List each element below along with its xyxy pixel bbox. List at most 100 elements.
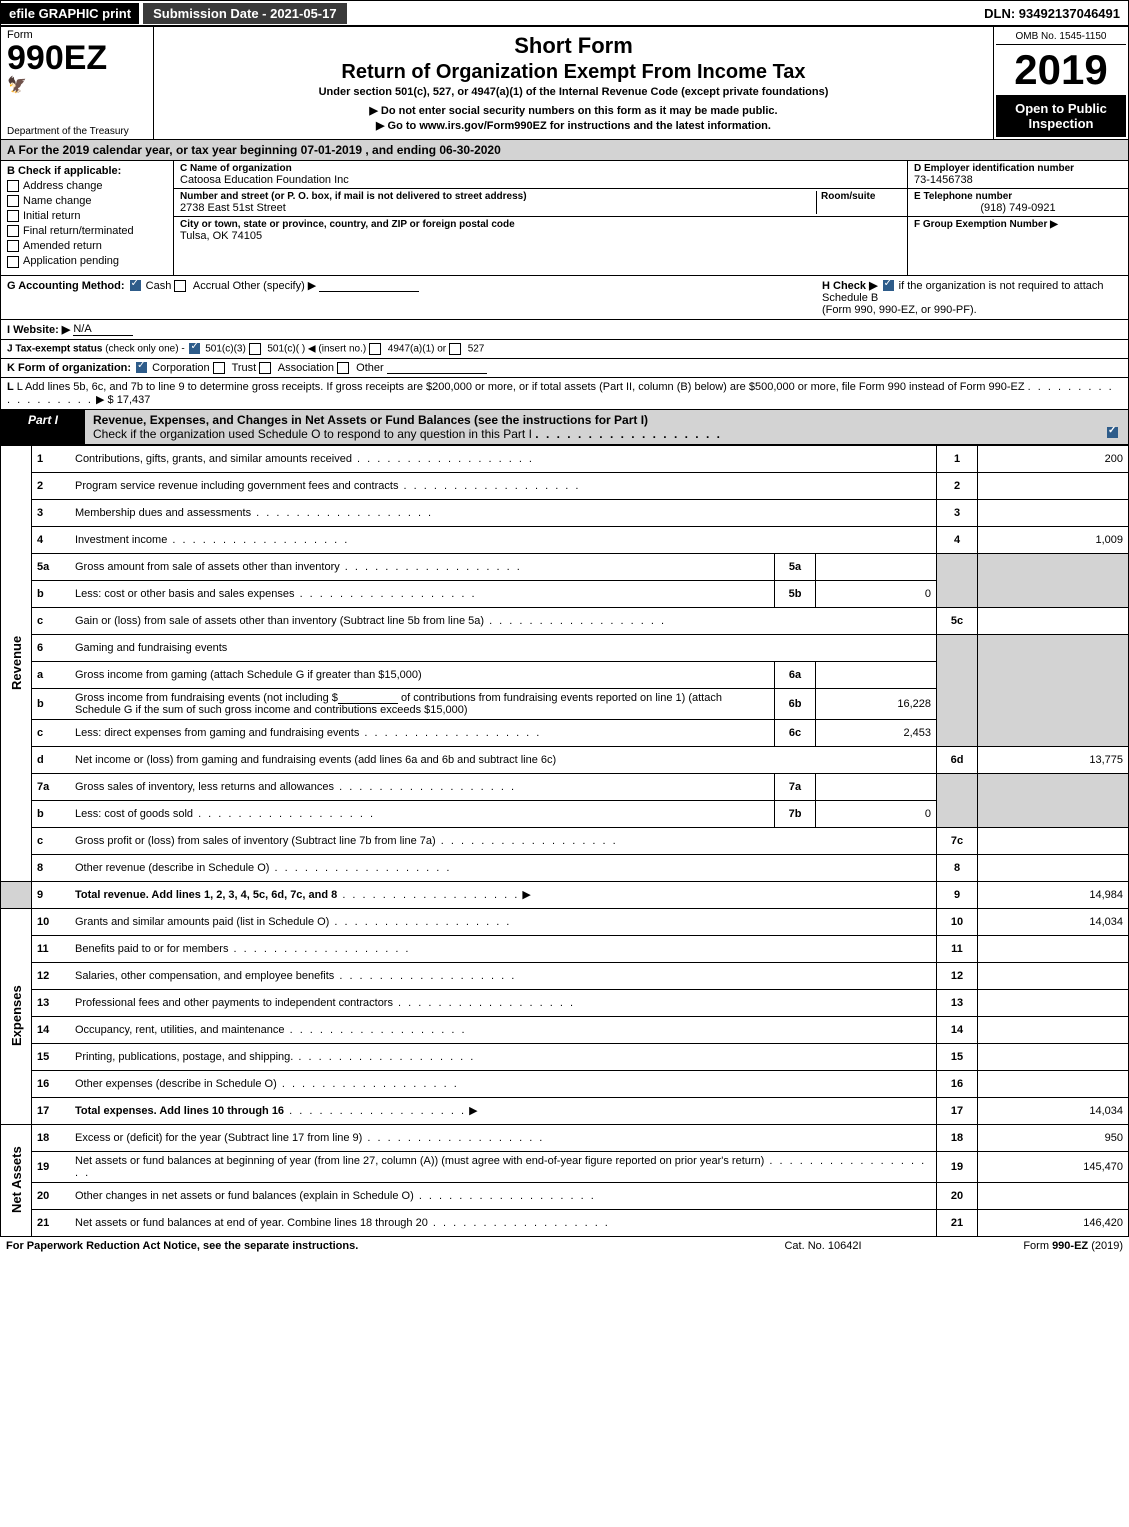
part1-label: Part I: [1, 410, 85, 444]
part1-title: Revenue, Expenses, and Changes in Net As…: [85, 410, 1128, 444]
room-label: Room/suite: [821, 191, 901, 202]
revenue-section-label: Revenue: [1, 445, 32, 881]
line1-value: 200: [978, 445, 1129, 472]
row-i: I Website: ▶ N/A: [0, 320, 1129, 340]
line3-value: [978, 499, 1129, 526]
tax-year: 2019: [996, 45, 1126, 95]
open-to-public: Open to Public Inspection: [996, 95, 1126, 137]
submission-date: Submission Date - 2021-05-17: [143, 3, 347, 24]
ein-label: D Employer identification number: [914, 163, 1122, 174]
org-column: C Name of organization Catoosa Education…: [174, 161, 908, 275]
dln-label: DLN: 93492137046491: [976, 3, 1128, 24]
dept-treasury: Department of the Treasury: [7, 126, 129, 137]
l-text: L Add lines 5b, 6c, and 7b to line 9 to …: [17, 381, 1025, 393]
h-label: H Check ▶: [822, 280, 878, 292]
check-address-change[interactable]: Address change: [7, 180, 167, 192]
expenses-section-label: Expenses: [1, 908, 32, 1124]
check-initial-return[interactable]: Initial return: [7, 210, 167, 222]
part1-header: Part I Revenue, Expenses, and Changes in…: [0, 410, 1129, 445]
line14-value: [978, 1016, 1129, 1043]
line18-value: 950: [978, 1124, 1129, 1151]
id-column: D Employer identification number 73-1456…: [908, 161, 1128, 275]
line19-value: 145,470: [978, 1151, 1129, 1182]
addr-label: Number and street (or P. O. box, if mail…: [180, 191, 816, 202]
line12-value: [978, 962, 1129, 989]
paperwork-notice: For Paperwork Reduction Act Notice, see …: [6, 1240, 723, 1252]
check-app-pending[interactable]: Application pending: [7, 255, 167, 267]
website-label: I Website: ▶: [7, 324, 70, 336]
lines-table: Revenue 1 Contributions, gifts, grants, …: [0, 445, 1129, 1237]
line16-value: [978, 1070, 1129, 1097]
line2-value: [978, 472, 1129, 499]
form-number: 990EZ: [7, 41, 147, 75]
top-bar: efile GRAPHIC print Submission Date - 20…: [0, 0, 1129, 27]
line5b-value: 0: [816, 580, 937, 607]
check-final-return[interactable]: Final return/terminated: [7, 225, 167, 237]
line7a-value: [816, 773, 937, 800]
check-trust[interactable]: [213, 362, 225, 374]
line11-value: [978, 935, 1129, 962]
city-value: Tulsa, OK 74105: [180, 230, 901, 242]
check-501c3[interactable]: [189, 343, 200, 354]
check-assoc[interactable]: [259, 362, 271, 374]
cat-no: Cat. No. 10642I: [723, 1240, 923, 1252]
ein-value: 73-1456738: [914, 174, 1122, 186]
line7c-value: [978, 827, 1129, 854]
line8-value: [978, 854, 1129, 881]
check-527[interactable]: [449, 343, 461, 355]
line7b-value: 0: [816, 800, 937, 827]
check-amended[interactable]: Amended return: [7, 240, 167, 252]
page-footer: For Paperwork Reduction Act Notice, see …: [0, 1237, 1129, 1255]
line9-value: 14,984: [978, 881, 1129, 908]
line5a-value: [816, 553, 937, 580]
check-column-b: B Check if applicable: Address change Na…: [1, 161, 174, 275]
form-ref: Form 990-EZ (2019): [923, 1240, 1123, 1252]
l-amount: ▶ $ 17,437: [96, 394, 150, 406]
goto-link[interactable]: ▶ Go to www.irs.gov/Form990EZ for instru…: [162, 119, 985, 132]
line6b-value: 16,228: [816, 688, 937, 719]
check-other-org[interactable]: [337, 362, 349, 374]
check-corp[interactable]: [136, 362, 147, 373]
line6c-value: 2,453: [816, 719, 937, 746]
line4-value: 1,009: [978, 526, 1129, 553]
efile-label: efile GRAPHIC print: [1, 3, 139, 24]
line21-value: 146,420: [978, 1209, 1129, 1236]
website-value: N/A: [73, 323, 133, 336]
net-assets-section-label: Net Assets: [1, 1124, 32, 1236]
check-b-header: B Check if applicable:: [7, 165, 167, 177]
check-schedule-o[interactable]: [1107, 427, 1118, 438]
line10-value: 14,034: [978, 908, 1129, 935]
line5c-value: [978, 607, 1129, 634]
line13-value: [978, 989, 1129, 1016]
group-exempt-label: F Group Exemption Number ▶: [914, 219, 1122, 230]
short-form-title: Short Form: [162, 33, 985, 59]
line20-value: [978, 1182, 1129, 1209]
check-h[interactable]: [883, 280, 894, 291]
period-row: A For the 2019 calendar year, or tax yea…: [0, 140, 1129, 161]
j-label: J Tax-exempt status: [7, 343, 102, 354]
line6d-value: 13,775: [978, 746, 1129, 773]
check-501c[interactable]: [249, 343, 261, 355]
main-info: B Check if applicable: Address change Na…: [0, 161, 1129, 276]
check-cash[interactable]: [130, 280, 141, 291]
omb-number: OMB No. 1545-1150: [996, 29, 1126, 45]
check-accrual[interactable]: [174, 280, 186, 292]
phone-label: E Telephone number: [914, 191, 1122, 202]
row-j: J Tax-exempt status (check only one) - 5…: [0, 340, 1129, 359]
line6a-value: [816, 661, 937, 688]
check-name-change[interactable]: Name change: [7, 195, 167, 207]
form-header: Form 990EZ 🦅 Department of the Treasury …: [0, 27, 1129, 140]
row-k: K Form of organization: Corporation Trus…: [0, 359, 1129, 378]
title-box: Short Form Return of Organization Exempt…: [154, 27, 993, 139]
form-number-box: Form 990EZ 🦅 Department of the Treasury: [1, 27, 154, 139]
org-name: Catoosa Education Foundation Inc: [180, 174, 901, 186]
subtitle: Under section 501(c), 527, or 4947(a)(1)…: [162, 86, 985, 98]
addr-value: 2738 East 51st Street: [180, 202, 816, 214]
city-label: City or town, state or province, country…: [180, 219, 901, 230]
row-l: L L Add lines 5b, 6c, and 7b to line 9 t…: [0, 378, 1129, 410]
check-4947[interactable]: [369, 343, 381, 355]
main-title: Return of Organization Exempt From Incom…: [162, 61, 985, 84]
row-g-h: G Accounting Method: Cash Accrual Other …: [0, 276, 1129, 320]
year-box: OMB No. 1545-1150 2019 Open to Public In…: [993, 27, 1128, 139]
g-label: G Accounting Method:: [7, 280, 125, 292]
